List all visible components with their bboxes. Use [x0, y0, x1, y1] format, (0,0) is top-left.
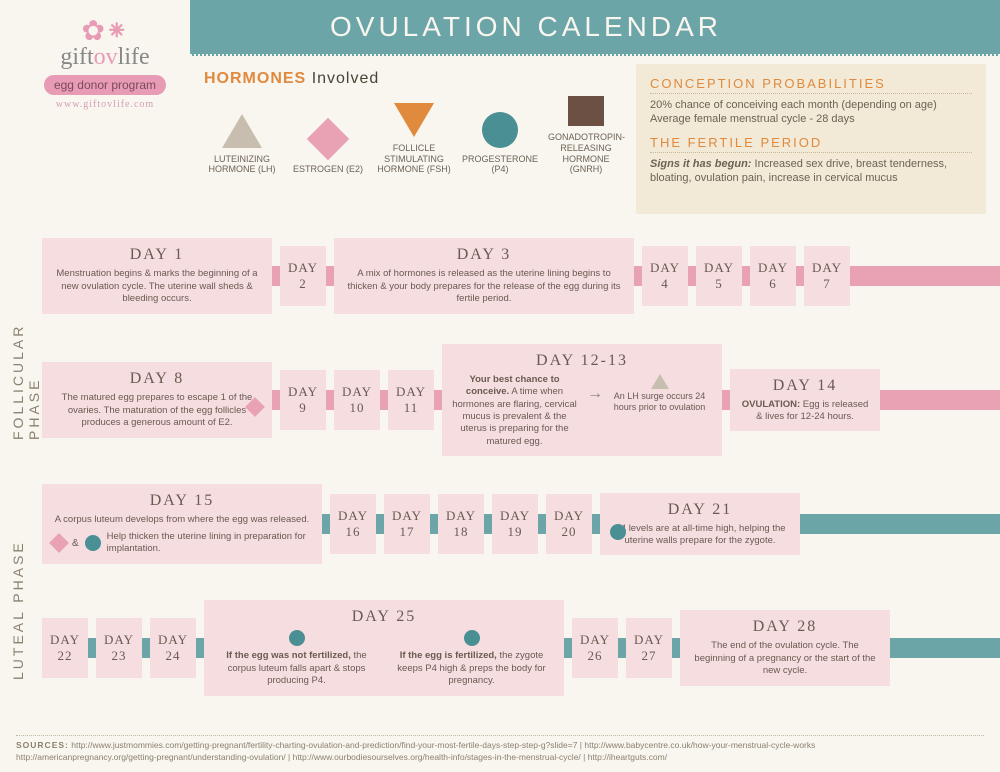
day-title: DAY 15: [52, 492, 312, 510]
info-text-2: Signs it has begun: Increased sex drive,…: [650, 157, 972, 186]
day-card-small: DAY27: [626, 618, 672, 677]
circle-icon: [482, 112, 518, 148]
top-section: HORMONES Involved LUTEINIZING HORMONE (L…: [200, 64, 986, 214]
day-card-small: DAY18: [438, 494, 484, 553]
day-card-small: DAY4: [642, 246, 688, 305]
day-title: DAY 21: [610, 501, 790, 519]
hormone-lh: LUTEINIZING HORMONE (LH): [204, 114, 280, 176]
page-title: OVULATION CALENDAR: [330, 11, 722, 43]
circle-icon: [610, 524, 626, 540]
triangle-icon: [222, 114, 262, 148]
logo-subtitle: egg donor program: [44, 75, 166, 95]
icon-row: &Help thicken the uterine lining in prep…: [52, 531, 312, 556]
day-title: DAY 3: [344, 246, 624, 264]
day-card: DAY 21 P4 levels are at all-time high, he…: [600, 493, 800, 556]
hormone-progesterone: PROGESTERONE (P4): [462, 112, 538, 176]
day-card: DAY 15 A corpus luteum develops from wher…: [42, 484, 322, 563]
day-title: DAY 25: [214, 608, 554, 626]
logo-url: www.giftovlife.com: [20, 99, 190, 110]
day-body: Menstruation begins & marks the beginnin…: [52, 268, 262, 305]
info-box: CONCEPTION PROBABILITIES 20% chance of c…: [636, 64, 986, 214]
calendar: FOLLICULAR PHASE LUTEAL PHASE DAY 1Menst…: [14, 220, 986, 716]
hormone-fsh: FOLLICLE STIMULATING HORMONE (FSH): [376, 103, 452, 175]
day-card: DAY 28 The end of the ovulation cycle. Th…: [680, 610, 890, 685]
day-title: DAY 8: [52, 370, 262, 388]
calendar-row: DAY 1 Menstruation begins & marks the beg…: [42, 220, 986, 332]
day-body: The end of the ovulation cycle. The begi…: [690, 640, 880, 677]
day-card-small: DAY16: [330, 494, 376, 553]
day-card-small: DAY11: [388, 370, 434, 429]
follicular-label: FOLLICULAR PHASE: [10, 260, 42, 440]
day-card-small: DAY20: [546, 494, 592, 553]
square-icon: [568, 96, 604, 126]
day-card-small: DAY22: [42, 618, 88, 677]
calendar-row: DAY 8 The matured egg prepares to escape …: [42, 344, 986, 456]
info-heading-1: CONCEPTION PROBABILITIES: [650, 76, 972, 94]
day-title: DAY 12-13: [452, 352, 712, 370]
day-card-small: DAY7: [804, 246, 850, 305]
day-title: DAY 28: [690, 618, 880, 636]
day-title: DAY 1: [52, 246, 262, 264]
day-card: DAY 3 A mix of hormones is released as th…: [334, 238, 634, 313]
calendar-row: DAY22DAY23DAY24DAY 25If the egg was not …: [42, 592, 986, 704]
header: OVULATION CALENDAR: [190, 0, 1000, 56]
circle-icon: [464, 630, 480, 646]
day-title: DAY 14: [740, 377, 870, 395]
diamond-icon: [49, 533, 69, 553]
day-card-small: DAY17: [384, 494, 430, 553]
day-card-small: DAY9: [280, 370, 326, 429]
day-card-small: DAY10: [334, 370, 380, 429]
logo-text: giftovlife: [20, 44, 190, 71]
day-body: The matured egg prepares to escape 1 of …: [52, 392, 262, 429]
hormone-estrogen: ESTROGEN (E2): [290, 120, 366, 175]
day-card-small: DAY2: [280, 246, 326, 305]
logo: ✿⁕ giftovlife egg donor program www.gift…: [20, 8, 190, 198]
luteal-label: LUTEAL PHASE: [10, 500, 26, 680]
info-heading-2: THE FERTILE PERIOD: [650, 135, 972, 153]
circle-icon: [289, 630, 305, 646]
day-body: P4 levels are at all-time high, helping …: [610, 523, 790, 548]
day-card: DAY 1 Menstruation begins & marks the beg…: [42, 238, 272, 313]
day-card: DAY 14 OVULATION: Egg is released & lives…: [730, 369, 880, 432]
day-card-small: DAY19: [492, 494, 538, 553]
hormones-title: HORMONES Involved: [204, 70, 632, 88]
butterfly-icon: ✿⁕: [20, 14, 190, 48]
day-card-small: DAY26: [572, 618, 618, 677]
day-body: A corpus luteum develops from where the …: [52, 514, 312, 526]
hormone-gnrh: GONADOTROPIN-RELEASING HORMONE (GnRH): [548, 94, 624, 175]
calendar-row: DAY 15 A corpus luteum develops from wher…: [42, 468, 986, 580]
sources: SOURCES: http://www.justmommies.com/gett…: [16, 735, 984, 764]
day-card-small: DAY24: [150, 618, 196, 677]
day-card-small: DAY6: [750, 246, 796, 305]
circle-icon: [85, 535, 101, 551]
triangle-icon: [651, 374, 669, 389]
diamond-icon: [307, 118, 349, 160]
day-card-small: DAY23: [96, 618, 142, 677]
day-card: DAY 8 The matured egg prepares to escape …: [42, 362, 272, 437]
day-card: DAY 25If the egg was not fertilized, the…: [204, 600, 564, 695]
triangle-down-icon: [394, 103, 434, 137]
day-body: A mix of hormones is released as the ute…: [344, 268, 624, 305]
day-body: OVULATION: Egg is released & lives for 1…: [740, 399, 870, 424]
hormones-legend: HORMONES Involved LUTEINIZING HORMONE (L…: [200, 64, 636, 214]
info-text-1: 20% chance of conceiving each month (dep…: [650, 98, 972, 127]
day-card-small: DAY5: [696, 246, 742, 305]
day-card: DAY 12-13Your best chance to conceive. A…: [442, 344, 722, 456]
